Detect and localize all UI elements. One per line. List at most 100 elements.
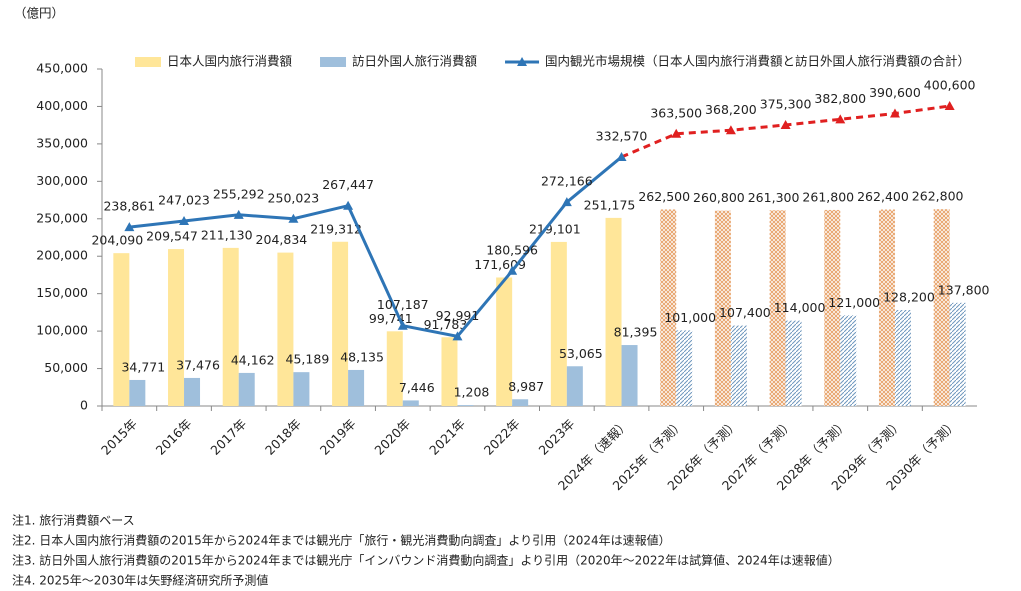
- data-label: 267,447: [322, 177, 374, 192]
- bar: [933, 209, 950, 406]
- legend-swatch: [320, 57, 347, 67]
- bar: [550, 241, 567, 406]
- bar: [949, 302, 966, 406]
- data-label: 92,991: [436, 308, 480, 323]
- y-tick-label: 400,000: [36, 98, 88, 113]
- y-tick-label: 50,000: [44, 360, 88, 375]
- data-label: 261,800: [802, 189, 854, 204]
- data-label: 180,596: [486, 242, 538, 257]
- data-label: 262,400: [857, 189, 909, 204]
- marker: [343, 200, 354, 210]
- marker: [835, 114, 846, 124]
- x-tick-label: 2016年: [153, 416, 195, 458]
- data-label: 262,800: [912, 189, 964, 204]
- y-tick-label: 0: [80, 398, 88, 413]
- y-tick-label: 150,000: [36, 285, 88, 300]
- data-label: 121,000: [828, 295, 880, 310]
- y-tick-label: 300,000: [36, 173, 88, 188]
- marker: [780, 119, 791, 129]
- data-label: 7,446: [399, 380, 435, 395]
- data-label: 34,771: [121, 359, 165, 374]
- bar: [277, 252, 294, 406]
- line: [129, 155, 623, 339]
- data-label: 91,783: [424, 317, 468, 332]
- data-label: 101,000: [664, 310, 716, 325]
- marker: [233, 209, 244, 219]
- data-label: 332,570: [596, 128, 648, 143]
- data-label: 211,130: [201, 227, 253, 242]
- data-label: 1,208: [454, 385, 490, 400]
- bar: [785, 320, 802, 406]
- data-label: 382,800: [814, 91, 866, 106]
- marker: [452, 331, 463, 341]
- bar: [496, 277, 513, 406]
- marker: [889, 108, 900, 118]
- bar: [621, 345, 638, 406]
- data-label: 272,166: [541, 174, 593, 189]
- data-label: 247,023: [158, 193, 210, 208]
- x-tick-label: 2023年: [535, 416, 577, 458]
- data-label: 260,800: [693, 190, 745, 205]
- data-label: 250,023: [268, 190, 320, 205]
- bar: [878, 209, 895, 406]
- data-label: 137,800: [938, 282, 990, 297]
- data-label: 368,200: [705, 102, 757, 117]
- marker: [288, 213, 299, 223]
- bar: [168, 249, 185, 406]
- note: 注4. 2025年～2030年は矢野経済研究所予測値: [12, 573, 268, 588]
- bar: [714, 210, 731, 406]
- marker: [671, 128, 682, 138]
- bar: [660, 209, 677, 406]
- x-tick-label: 2018年: [262, 416, 304, 458]
- data-label: 375,300: [760, 96, 812, 111]
- x-tick-label: 2020年: [371, 416, 413, 458]
- data-label: 390,600: [869, 85, 921, 100]
- data-label: 48,135: [340, 349, 384, 364]
- bar: [129, 379, 146, 406]
- y-axis-label: （億円）: [14, 6, 64, 21]
- data-label: 204,834: [256, 232, 308, 247]
- data-label: 400,600: [924, 77, 976, 92]
- data-label: 251,175: [584, 197, 636, 212]
- bar: [293, 372, 310, 406]
- bar: [222, 247, 239, 406]
- bar: [676, 330, 693, 406]
- data-label: 37,476: [176, 357, 220, 372]
- data-label: 45,189: [286, 352, 330, 367]
- marker: [507, 265, 518, 275]
- data-label: 107,187: [377, 297, 429, 312]
- x-tick-label: 2021年: [426, 416, 468, 458]
- bar: [840, 315, 857, 406]
- y-tick-label: 350,000: [36, 135, 88, 150]
- note: 注3. 訪日外国人旅行消費額の2015年から2024年までは観光庁「インバウンド…: [12, 553, 840, 568]
- legend-marker: [517, 57, 528, 66]
- x-tick-label: 2022年: [481, 416, 523, 458]
- bar: [184, 377, 201, 406]
- marker: [725, 125, 736, 135]
- bar: [566, 366, 583, 406]
- data-label: 44,162: [231, 352, 275, 367]
- data-label: 128,200: [883, 289, 935, 304]
- x-tick-label: 2019年: [317, 416, 359, 458]
- bar: [512, 399, 529, 406]
- bar: [730, 325, 747, 406]
- data-label: 209,547: [146, 229, 198, 244]
- y-tick-label: 100,000: [36, 323, 88, 338]
- legend-swatch: [135, 57, 161, 67]
- bar: [113, 253, 130, 406]
- y-tick-label: 250,000: [36, 210, 88, 225]
- data-label: 99,741: [369, 311, 413, 326]
- legend-label: 国内観光市場規模（日本人国内旅行消費額と訪日外国人旅行消費額の合計）: [545, 54, 970, 69]
- marker: [616, 151, 627, 161]
- bar: [605, 217, 622, 406]
- data-label: 204,090: [91, 233, 143, 248]
- bar: [402, 400, 419, 406]
- bar: [457, 405, 474, 406]
- marker: [124, 222, 135, 232]
- data-label: 238,861: [103, 199, 155, 214]
- data-label: 114,000: [774, 300, 826, 315]
- bar: [332, 241, 349, 406]
- marker: [944, 100, 955, 110]
